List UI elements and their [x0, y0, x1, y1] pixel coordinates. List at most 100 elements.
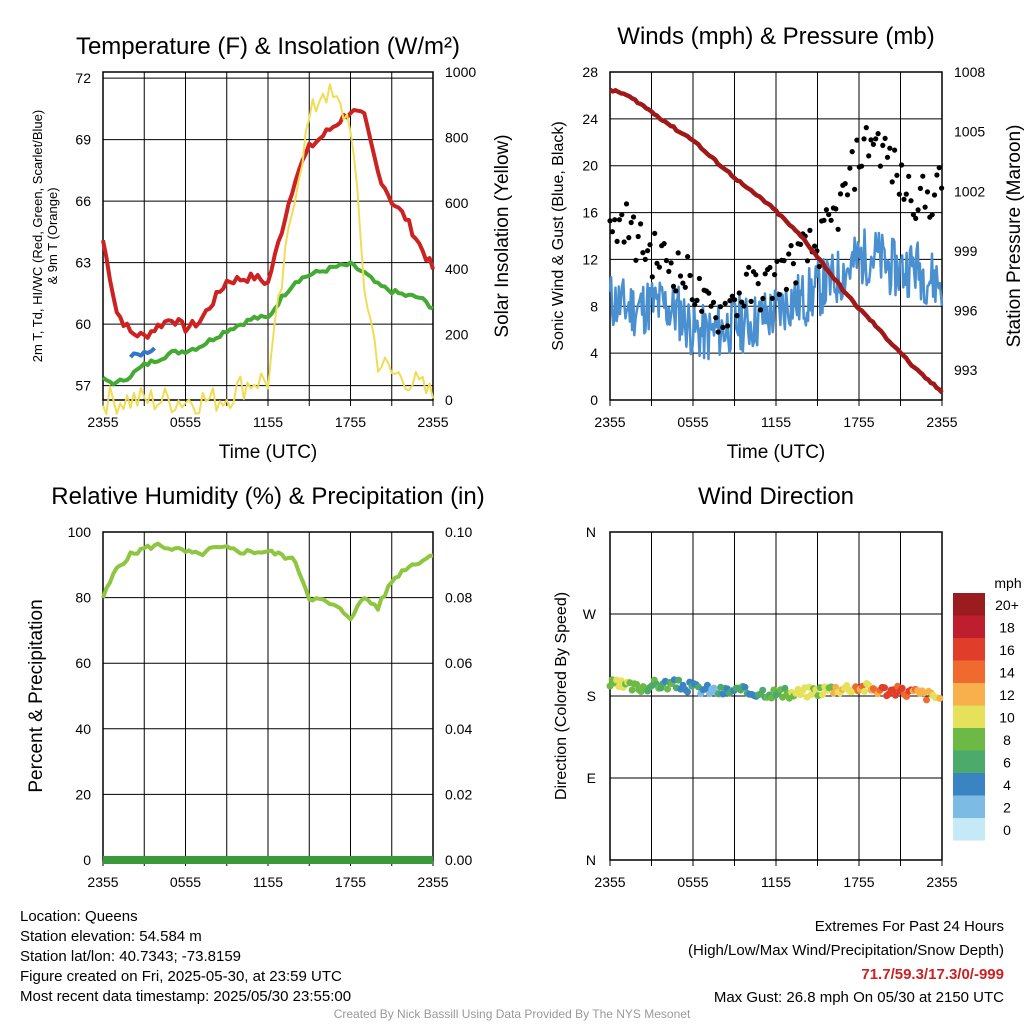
- gust-point: [870, 141, 877, 147]
- gust-point: [922, 204, 928, 210]
- y2-tick-label: 0.06: [445, 655, 472, 671]
- gust-point: [642, 256, 648, 262]
- y2-tick-label: 1002: [954, 183, 985, 199]
- gust-point: [628, 219, 634, 226]
- direction-point: [898, 684, 906, 692]
- gust-point: [614, 238, 620, 244]
- gust-point: [776, 291, 782, 298]
- gust-point: [692, 302, 698, 308]
- gust-point: [889, 179, 895, 185]
- gust-point: [873, 136, 879, 142]
- gust-point: [710, 299, 717, 305]
- gust-point: [852, 186, 858, 192]
- gust-point: [844, 192, 851, 198]
- max-gust-text: Max Gust: 26.8 mph On 05/30 at 2150 UTC: [713, 989, 1004, 1006]
- gust-point: [896, 191, 902, 197]
- colorbar-label: 10: [999, 710, 1015, 726]
- gust-point: [715, 329, 721, 335]
- gust-point: [762, 271, 768, 277]
- gust-point: [859, 163, 865, 169]
- y2-tick-label: 400: [445, 261, 469, 277]
- gust-point: [786, 251, 792, 257]
- gust-point: [804, 258, 811, 264]
- gust-point: [741, 303, 747, 309]
- x-tick-label: 1755: [335, 874, 366, 890]
- direction-point: [675, 676, 683, 684]
- gust-point: [769, 295, 775, 301]
- elevation-text: Station elevation: 54.584 m: [20, 928, 202, 945]
- gust-point: [931, 192, 938, 198]
- y2-tick-label: 996: [954, 303, 978, 319]
- gust-point: [929, 212, 935, 218]
- gust-point: [908, 198, 914, 204]
- y-tick-label: 66: [75, 193, 91, 209]
- y2-tick-label: 0: [445, 392, 453, 408]
- x-tick-label: 1155: [761, 874, 791, 890]
- gust-point: [736, 290, 742, 296]
- colorbar-swatch: [953, 818, 985, 841]
- series-pressure-line: [608, 87, 944, 395]
- gust-point: [725, 323, 731, 329]
- gust-point: [630, 214, 637, 220]
- gust-point: [753, 272, 759, 278]
- chart-title: Relative Humidity (%) & Precipitation (i…: [51, 483, 484, 510]
- gust-point: [619, 212, 625, 218]
- x-tick-label: 1155: [253, 414, 283, 430]
- y-tick-label: E: [587, 770, 596, 786]
- direction-point: [936, 694, 944, 702]
- y-tick-label: 80: [75, 590, 91, 606]
- x-axis-label: Time (UTC): [727, 442, 826, 463]
- direction-point: [923, 696, 930, 704]
- created-text: Figure created on Fri, 2025-05-30, at 23…: [20, 968, 342, 985]
- gust-point: [833, 206, 839, 212]
- gust-point: [717, 304, 724, 310]
- gust-point: [767, 264, 773, 271]
- gust-point: [743, 271, 750, 277]
- gust-point: [626, 235, 632, 241]
- x-tick-label: 2355: [417, 414, 448, 430]
- gust-point: [788, 243, 794, 249]
- gust-point: [757, 307, 764, 313]
- y-tick-label: 0: [83, 852, 91, 868]
- x-tick-label: 0555: [170, 414, 201, 430]
- gust-point: [793, 280, 799, 286]
- x-tick-label: 2355: [594, 874, 625, 890]
- extremes-values: 71.7/59.3/17.3/0/-999: [861, 966, 1004, 983]
- chart-title: Winds (mph) & Pressure (mb): [617, 23, 934, 50]
- gust-point: [647, 242, 653, 248]
- y-tick-label: 69: [75, 132, 91, 148]
- gust-point: [812, 243, 818, 249]
- x-tick-label: 1755: [843, 874, 874, 890]
- y-tick-label: 16: [582, 205, 598, 221]
- gust-point: [936, 165, 942, 171]
- gust-point: [934, 172, 940, 178]
- gust-point: [649, 274, 655, 280]
- gust-point: [720, 324, 726, 330]
- y2-tick-label: 993: [954, 362, 978, 378]
- y-tick-label: 40: [75, 721, 91, 737]
- direction-point: [684, 688, 691, 696]
- colorbar-swatch: [953, 638, 985, 661]
- y2-tick-label: 800: [445, 130, 469, 146]
- extremes-subtitle: (High/Low/Max Wind/Precipitation/Snow De…: [688, 942, 1004, 959]
- gust-point: [727, 298, 733, 304]
- colorbar-swatch: [953, 705, 985, 728]
- y-tick-label: 60: [75, 316, 91, 332]
- direction-point: [719, 690, 727, 698]
- colorbar-label: 14: [999, 665, 1015, 681]
- direction-point: [741, 683, 749, 691]
- gust-point: [699, 308, 705, 314]
- direction-point: [819, 691, 826, 699]
- colorbar-swatch: [953, 795, 985, 818]
- gust-point: [713, 315, 719, 321]
- x-tick-label: 1155: [761, 414, 791, 430]
- series-insolation-line: [102, 83, 434, 416]
- y-axis-label: Percent & Precipitation: [26, 599, 47, 792]
- gust-point: [661, 241, 667, 247]
- y-tick-label: N: [586, 524, 596, 540]
- gust-point: [884, 154, 891, 160]
- gust-point: [708, 303, 714, 309]
- gust-point: [877, 163, 884, 169]
- gust-point: [849, 149, 855, 155]
